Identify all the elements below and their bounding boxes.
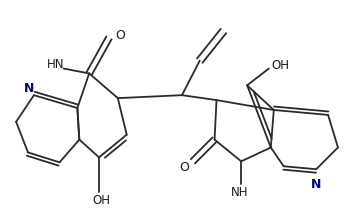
Text: NH: NH [231,186,248,199]
Text: O: O [115,30,125,43]
Text: O: O [179,161,189,174]
Text: OH: OH [92,194,110,207]
Text: HN: HN [47,58,64,71]
Text: N: N [24,82,34,95]
Text: N: N [311,178,321,191]
Text: OH: OH [272,59,290,72]
